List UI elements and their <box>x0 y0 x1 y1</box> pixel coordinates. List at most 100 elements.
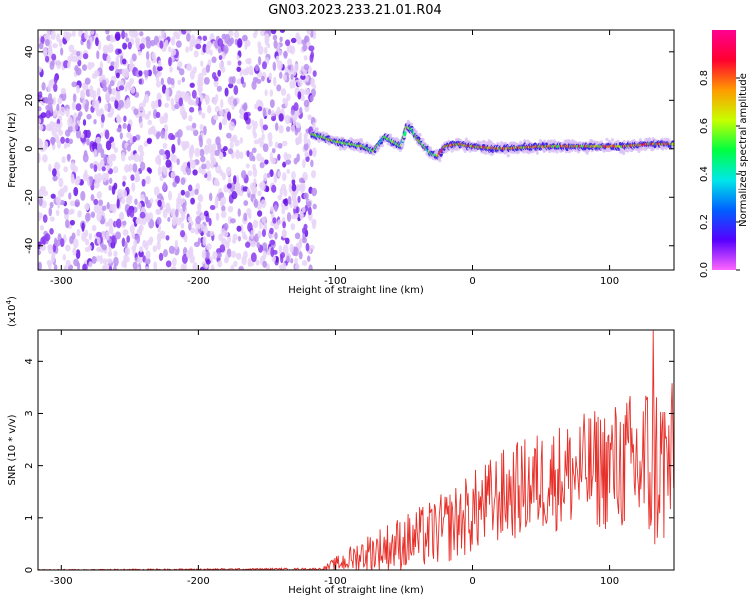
spectrogram-cell <box>262 124 268 131</box>
spectrogram-cell <box>192 262 198 270</box>
spectrogram-cell <box>184 93 188 103</box>
spectrogram-cell <box>156 154 161 163</box>
spectrogram-cell <box>220 98 224 109</box>
spectrogram-cell <box>228 76 234 85</box>
snr-x-tick-label: -100 <box>324 576 347 587</box>
spectrogram-cell <box>296 184 302 192</box>
spectrogram-cell <box>124 32 128 38</box>
spectrogram-cell <box>279 36 283 43</box>
spectrogram-cell <box>218 122 223 131</box>
spectrogram-cell <box>185 125 192 131</box>
spectrogram-cell <box>256 78 262 84</box>
spectrogram-cell <box>190 144 195 154</box>
spectrogram-cell <box>84 229 89 237</box>
spectrogram-cell <box>289 243 295 253</box>
spectrogram-cell <box>275 122 279 132</box>
spectrogram-cell <box>124 84 128 93</box>
spectrogram-cell <box>82 82 87 90</box>
spectrogram-cell <box>246 208 252 216</box>
spectrogram-cell <box>247 222 253 233</box>
spectrogram-cell <box>312 70 317 77</box>
spectrogram-cell <box>115 72 120 79</box>
spectrogram-cell <box>82 119 87 126</box>
spectrogram-cell <box>44 140 49 150</box>
spectrogram-cell <box>206 138 212 146</box>
spectrogram-cell <box>308 45 315 52</box>
spectrogram-cell <box>135 175 141 182</box>
spectrogram-cell <box>221 117 228 126</box>
spectrogram-cell <box>200 213 205 221</box>
spectrogram-cell <box>290 109 295 116</box>
spectrogram-cell <box>137 202 142 210</box>
spectrogram-cell <box>84 77 91 85</box>
spectrogram-cell <box>177 136 181 146</box>
snr-y-tick-label: 3 <box>24 410 35 416</box>
spectrogram-cell <box>277 194 283 201</box>
spectrogram-cell <box>73 186 79 197</box>
spectrogram-cell <box>190 34 196 45</box>
spectrogram-cell <box>188 44 193 52</box>
spectrogram-cell <box>74 179 80 186</box>
spectrogram-cell <box>305 75 310 83</box>
spectrogram-cell <box>237 38 243 48</box>
spectrogram-cell <box>250 252 257 263</box>
spectrogram-cell <box>165 260 172 268</box>
spectrogram-cell <box>201 168 206 176</box>
spectrogram-cell <box>141 178 146 187</box>
spectrogram-cell <box>149 126 156 135</box>
spectrogram-cell <box>224 33 231 44</box>
spectrogram-y-tick-label: 20 <box>24 94 35 107</box>
spectrogram-cell <box>84 169 88 178</box>
snr-x-tick-label: -200 <box>187 576 210 587</box>
spectrogram-cell <box>116 115 122 124</box>
spectrogram-cell <box>167 46 172 53</box>
colorbar-gradient <box>712 30 736 270</box>
spectrogram-cell <box>134 198 138 205</box>
spectrogram-cell <box>137 50 142 56</box>
spectrogram-cell <box>205 160 211 170</box>
colorbar-tick-label: 0.2 <box>699 214 710 230</box>
spectrogram-cell <box>145 250 151 260</box>
spectrogram-cell <box>39 212 43 219</box>
spectrogram-cell <box>38 106 42 112</box>
spectrogram-cell <box>192 169 198 176</box>
spectrogram-cell <box>259 161 265 169</box>
spectrogram-cell <box>306 30 312 35</box>
spectrogram-cell <box>123 68 130 78</box>
spectrogram-cell <box>170 208 177 217</box>
spectrogram-cell <box>162 181 167 191</box>
spectrogram-cell <box>65 137 70 144</box>
snr-frame <box>37 329 675 571</box>
spectrogram-cell <box>109 136 115 143</box>
spectrogram-cell <box>217 142 222 152</box>
spectrogram-cell <box>67 61 71 69</box>
spectrogram-cell <box>45 110 51 119</box>
spectrogram-cell <box>157 99 162 108</box>
spectrogram-cell <box>152 65 156 75</box>
spectrogram-cell <box>75 122 79 131</box>
spectrogram-cell <box>303 142 309 151</box>
spectrogram-cell <box>74 199 81 208</box>
spectrogram-cell <box>73 258 79 267</box>
spectrogram-cell <box>567 149 571 154</box>
spectrogram-cell <box>85 212 91 222</box>
spectrogram-cell <box>199 94 204 103</box>
spectrogram-cell <box>270 247 275 258</box>
colorbar: 0.00.20.40.60.8 Normalized spectral ampl… <box>699 30 749 278</box>
spectrogram-cell <box>214 149 221 157</box>
spectrogram-cell <box>195 43 202 50</box>
spectrogram-cell <box>275 55 280 63</box>
spectrogram-cell <box>185 165 189 173</box>
spectrogram-cell <box>180 177 186 185</box>
spectrogram-cell <box>156 216 162 225</box>
spectrogram-cell <box>311 170 317 179</box>
spectrogram-cell <box>48 207 53 217</box>
spectrogram-cell <box>68 44 75 53</box>
spectrogram-cell <box>40 112 47 119</box>
spectrogram-cell <box>81 222 85 232</box>
spectrogram-cell <box>42 214 48 223</box>
spectrogram-cell <box>409 122 414 127</box>
spectrogram-cell <box>271 115 277 122</box>
spectrogram-cell <box>263 221 267 231</box>
spectrogram-cell <box>93 204 100 214</box>
